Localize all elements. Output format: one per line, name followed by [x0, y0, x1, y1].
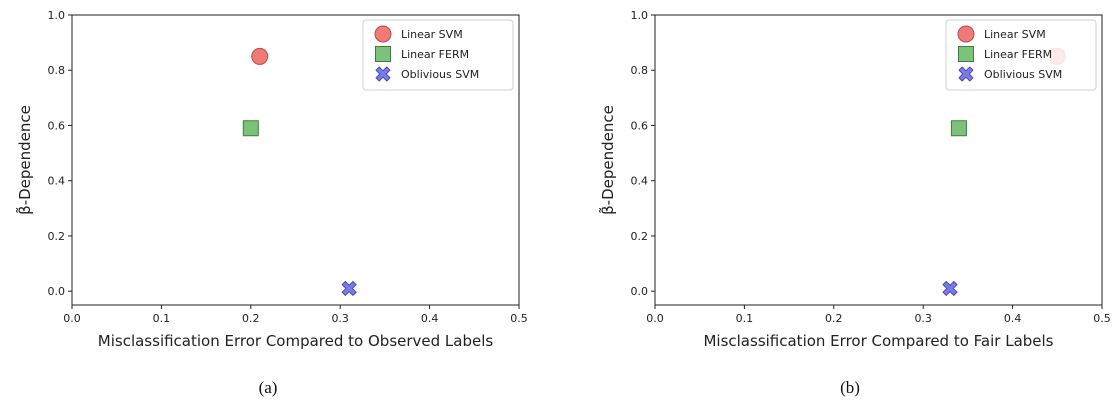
- x-tick-label: 0.2: [825, 312, 843, 325]
- x-tick-label: 0.2: [242, 312, 260, 325]
- legend-label: Linear FERM: [984, 48, 1052, 61]
- scatter-panel-b: 0.0 0.1 0.2 0.3 0.4 0.5 0.0 0.2 0.4 0.6 0.8 1.0 Misc…: [598, 9, 1110, 397]
- x-tick-label: 0.4: [421, 312, 439, 325]
- plot-frame: [654, 14, 1103, 306]
- x-tick-label: 0.5: [1093, 312, 1111, 325]
- x-axis-label: Misclassification Error Compared to Fair…: [703, 332, 1053, 350]
- data-point-oblivious-svm: [942, 280, 958, 296]
- data-point-linear-svm: [251, 47, 269, 65]
- y-tick-label: 0.4: [48, 175, 66, 188]
- y-tick-label: 0.6: [48, 119, 66, 132]
- legend: Linear SVM Linear FERM Oblivious SVM: [362, 19, 514, 91]
- y-tick-label: 0.2: [48, 230, 66, 243]
- legend-label: Linear FERM: [401, 48, 469, 61]
- data-point-linear-ferm: [950, 120, 967, 137]
- legend-marker-linear-ferm: [375, 46, 391, 62]
- legend-label: Linear SVM: [401, 28, 463, 41]
- legend-marker-linear-ferm: [958, 46, 974, 62]
- data-point-oblivious-svm: [341, 280, 357, 296]
- panel-caption: (a): [259, 378, 278, 397]
- y-tick-label: 0.0: [48, 285, 66, 298]
- x-tick-label: 0.3: [331, 312, 349, 325]
- x-tick-label: 0.0: [646, 312, 664, 325]
- legend-box: [945, 19, 1097, 91]
- plot-frame: [71, 14, 520, 306]
- y-tick-label: 1.0: [48, 9, 66, 22]
- x-axis-label: Misclassification Error Compared to Obse…: [98, 332, 494, 350]
- x-tick-label: 0.0: [63, 312, 81, 325]
- y-tick-label: 1.0: [631, 9, 649, 22]
- x-tick-label: 0.1: [736, 312, 754, 325]
- x-tick-label: 0.5: [510, 312, 528, 325]
- legend: Linear SVM Linear FERM Oblivious SVM: [945, 19, 1097, 91]
- legend-label: Linear SVM: [984, 28, 1046, 41]
- x-tick-label: 0.1: [153, 312, 171, 325]
- y-tick-label: 0.2: [631, 230, 649, 243]
- y-axis-label: β̃-Dependence: [598, 105, 617, 215]
- legend-marker-oblivious-svm: [958, 66, 974, 82]
- y-tick-label: 0.0: [631, 285, 649, 298]
- legend-box: [362, 19, 514, 91]
- legend-marker-oblivious-svm: [375, 66, 391, 82]
- y-tick-label: 0.8: [631, 64, 649, 77]
- legend-marker-linear-svm: [374, 25, 392, 43]
- panel-caption: (b): [840, 378, 860, 397]
- y-axis-label: β̃-Dependence: [15, 105, 34, 215]
- y-tick-label: 0.6: [631, 119, 649, 132]
- y-tick-label: 0.4: [631, 175, 649, 188]
- legend-label: Oblivious SVM: [984, 68, 1062, 81]
- legend-marker-linear-svm: [957, 25, 975, 43]
- legend-label: Oblivious SVM: [401, 68, 479, 81]
- y-tick-label: 0.8: [48, 64, 66, 77]
- x-tick-label: 0.4: [1004, 312, 1022, 325]
- data-point-linear-ferm: [242, 120, 259, 137]
- scatter-panel-a: 0.0 0.1 0.2 0.3 0.4 0.5 0.0 0.2 0.4 0.6 0.8 1.0 Misc…: [15, 9, 527, 397]
- x-tick-label: 0.3: [914, 312, 932, 325]
